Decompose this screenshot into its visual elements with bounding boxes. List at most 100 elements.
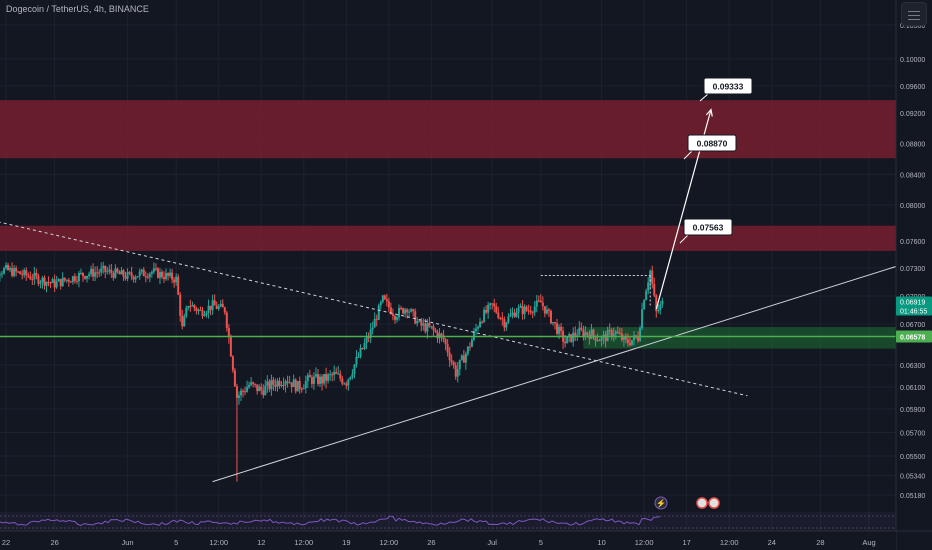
candle-body [312, 376, 315, 384]
level-price-badge [896, 330, 932, 343]
candle-body [298, 380, 301, 390]
candle-body [246, 387, 249, 392]
price-tick-label: 0.06100 [900, 385, 925, 392]
candle-body [67, 279, 70, 282]
candle-body [51, 279, 54, 283]
time-tick-label: 19 [342, 538, 350, 547]
candle-body [201, 310, 204, 316]
candle-body [643, 300, 646, 310]
time-tick-label: Jul [487, 538, 497, 547]
candle-body [400, 308, 403, 310]
candle-body [432, 326, 435, 330]
candle-body [474, 328, 477, 332]
chart-settings-button[interactable] [901, 2, 927, 26]
target-callout-box[interactable] [703, 77, 753, 95]
countdown-label: 01:46:55 [900, 309, 927, 316]
time-tick-label: 28 [816, 538, 824, 547]
candle-body [379, 302, 382, 306]
flag-us-icon[interactable] [708, 497, 720, 509]
candle-body [98, 272, 101, 274]
candle-body [428, 323, 431, 327]
candle-body [173, 279, 176, 283]
price-tick-label: 0.10000 [900, 57, 925, 64]
candle-body [39, 282, 42, 284]
candle-body [136, 276, 139, 278]
candle-body [420, 320, 423, 326]
price-axis[interactable]: 0.10500 0.10000 0.09600 0.09200 0.08800 0.084… [895, 0, 932, 550]
candle-body [152, 268, 155, 272]
candle-body [361, 348, 364, 350]
candle-body [144, 276, 147, 278]
candle-body [53, 279, 56, 288]
time-tick-label: Jun [122, 538, 134, 547]
candle-body [233, 370, 236, 387]
candle-body [177, 276, 180, 295]
candle-body [57, 279, 60, 282]
current-price-badge [896, 296, 932, 316]
flag-us-icon[interactable] [696, 497, 708, 509]
candle-body [499, 317, 502, 319]
candle-body [558, 326, 561, 334]
candle-body [539, 300, 542, 303]
candle-body [148, 273, 151, 278]
candle-body [590, 329, 593, 339]
ascending-trendline[interactable] [212, 263, 906, 483]
price-tick-label: 0.06700 [900, 322, 925, 329]
candle-body [250, 382, 253, 385]
candle-body [272, 379, 275, 385]
candle-body [568, 334, 571, 337]
candle-body [29, 276, 32, 280]
candle-body [456, 369, 459, 377]
candle-body [333, 371, 336, 376]
candle-body [436, 331, 439, 339]
time-tick-label: 12:00 [294, 538, 313, 547]
candle-body [359, 348, 362, 357]
candle-body [369, 329, 372, 338]
candle-body [276, 380, 279, 387]
time-tick-label: 22 [2, 538, 10, 547]
candle-body [523, 306, 526, 315]
candle-body [9, 268, 12, 270]
candle-body [84, 276, 87, 279]
candle-body [106, 271, 109, 273]
candle-body [489, 303, 492, 305]
time-tick-label: 24 [768, 538, 776, 547]
resistance-zone [0, 225, 896, 251]
time-axis[interactable]: 22 26 Jun 5 12:00 12 12:00 19 12:00 26 Jul 5 10 12:00… [0, 530, 932, 550]
candle-body [235, 386, 238, 398]
candle-body [112, 273, 115, 278]
candle-body [237, 395, 240, 398]
candle-body [418, 320, 421, 322]
candle-body [225, 312, 228, 328]
candle-body [505, 322, 508, 328]
candle-body [586, 332, 589, 335]
candle-body [497, 312, 500, 318]
candle-body [79, 272, 82, 274]
candle-body [215, 305, 218, 309]
menu-line-icon [908, 15, 920, 16]
candle-body [551, 322, 554, 324]
candle-body [521, 306, 524, 315]
candle-body [175, 276, 178, 283]
candle-body [110, 269, 113, 274]
candle-body [90, 268, 93, 275]
candle-body [146, 276, 149, 278]
candle-body [566, 336, 569, 344]
candle-body [77, 273, 80, 282]
candle-body [21, 274, 24, 276]
candle-body [209, 305, 212, 310]
candle-body [319, 376, 322, 384]
candle-body [179, 294, 182, 316]
price-tick-label: 0.05700 [900, 431, 925, 438]
candle-body [614, 331, 617, 334]
time-tick-label: 5 [174, 538, 178, 547]
price-tick-label: 0.09200 [900, 111, 925, 118]
descending-trendline[interactable] [0, 210, 748, 397]
target-callout-box[interactable] [683, 218, 733, 236]
event-bolt-icon[interactable] [654, 496, 668, 510]
target-callout-box[interactable] [687, 134, 737, 152]
grid [0, 0, 896, 531]
